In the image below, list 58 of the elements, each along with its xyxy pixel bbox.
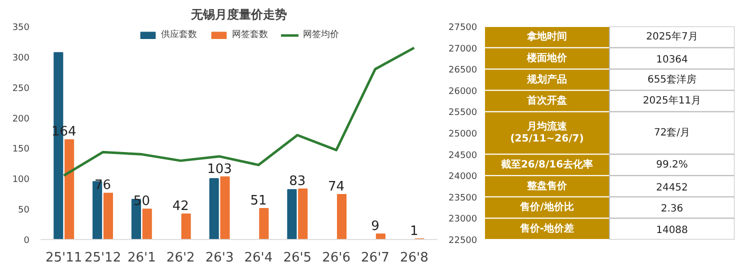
y-tick-label: 350 xyxy=(12,23,30,33)
y-tick-label: 300 xyxy=(12,53,30,64)
data-label: 51 xyxy=(250,193,267,208)
x-tick-label: 26'6 xyxy=(322,250,350,266)
legend-label: 网签均价 xyxy=(303,28,339,41)
x-tick-label: 26'5 xyxy=(283,250,312,266)
data-label: 83 xyxy=(289,174,306,189)
data-label: 103 xyxy=(207,162,232,177)
category-label: 拿地时间 xyxy=(527,32,567,43)
category-label: 首次开盘 xyxy=(527,96,567,107)
data-label: 74 xyxy=(328,179,345,194)
category-label: 月均流速 (25/11~26/7) xyxy=(510,121,584,145)
y2-tick-label: 23000 xyxy=(448,214,478,225)
category-label: 楼面地价 xyxy=(527,52,567,64)
legend-label: 供应套数 xyxy=(161,28,197,41)
y2-tick-label: 23500 xyxy=(448,193,478,204)
data-label: 9 xyxy=(371,219,380,234)
text: 14088 xyxy=(656,224,688,236)
data-label: 42 xyxy=(172,198,189,214)
category-label: 规划产品 xyxy=(527,74,567,86)
y-tick-label: 200 xyxy=(12,114,30,124)
y2-tick-label: 27500 xyxy=(448,23,478,33)
y2-tick-label: 25000 xyxy=(448,130,478,140)
y2-tick-label: 26000 xyxy=(448,86,478,97)
y2-tick-label: 24000 xyxy=(448,172,478,182)
text: 2025年7月 xyxy=(646,32,698,43)
text: 99.2% xyxy=(656,159,688,170)
y-tick-label: 250 xyxy=(12,84,30,94)
data-label: 1 xyxy=(410,224,418,239)
y-tick-label: 100 xyxy=(12,175,30,186)
x-tick-label: 25'11 xyxy=(46,250,82,266)
category-label: 售价/地价比 xyxy=(520,202,574,214)
y-tick-label: 0 xyxy=(24,236,30,246)
x-tick-label: 26'8 xyxy=(400,250,428,266)
x-tick-label: 25'12 xyxy=(84,250,122,266)
y-tick-label: 150 xyxy=(12,144,30,155)
category-label: 售价-地价差 xyxy=(520,223,574,234)
x-tick-label: 26'4 xyxy=(244,250,273,266)
category-label: 整盘售价 xyxy=(527,180,567,192)
y2-tick-label: 25500 xyxy=(448,108,478,118)
y2-tick-label: 24500 xyxy=(448,150,478,161)
text: 2.36 xyxy=(660,204,684,215)
y2-tick-label: 26500 xyxy=(448,66,478,76)
y2-tick-label: 27000 xyxy=(448,44,478,54)
text: 2025年11月 xyxy=(642,96,702,107)
legend-label: 网签套数 xyxy=(232,28,268,41)
text: 24452 xyxy=(656,182,688,194)
text: 10364 xyxy=(656,54,688,66)
y2-tick-label: 22500 xyxy=(448,236,478,246)
y-tick-label: 50 xyxy=(18,206,30,216)
x-tick-label: 26'7 xyxy=(361,250,390,266)
x-tick-label: 26'1 xyxy=(128,250,156,266)
text: 72套/月 xyxy=(654,128,690,138)
chart-title: 无锡月度量价走势 xyxy=(190,8,287,22)
x-tick-label: 26'2 xyxy=(166,250,195,266)
text: 655套洋房 xyxy=(647,74,697,86)
x-tick-label: 26'3 xyxy=(205,250,234,266)
category-label: 截至26/8/16去化率 xyxy=(500,159,594,170)
